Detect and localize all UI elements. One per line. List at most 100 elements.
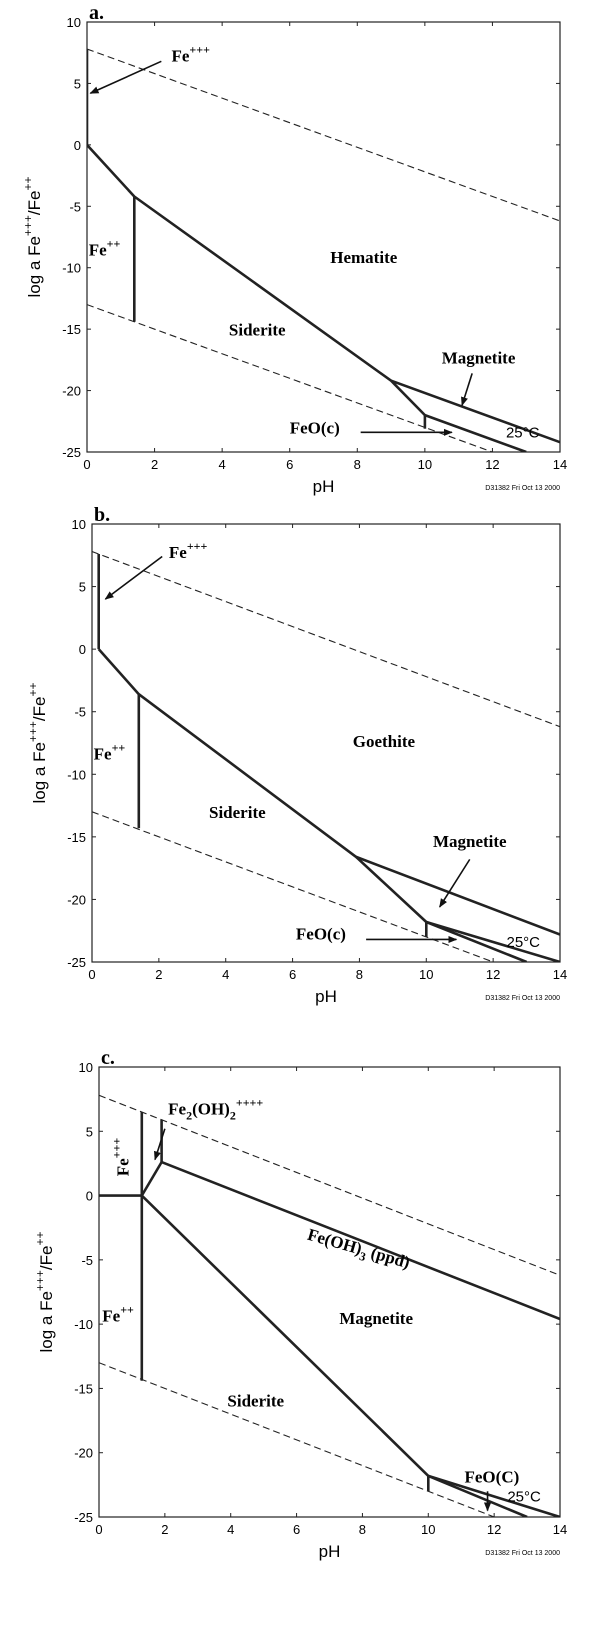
phase-boundary-line xyxy=(425,920,560,962)
x-tick-label: 10 xyxy=(421,1522,435,1537)
x-tick-label: 14 xyxy=(553,1522,567,1537)
y-tick-label: 5 xyxy=(74,76,81,91)
y-tick-label: 5 xyxy=(79,580,86,595)
x-tick-label: 8 xyxy=(359,1522,366,1537)
x-tick-label: 8 xyxy=(356,967,363,982)
x-tick-label: 8 xyxy=(354,457,361,472)
species-label: Fe++ xyxy=(89,236,121,259)
water-stability-line xyxy=(87,304,494,452)
y-tick-label: -25 xyxy=(74,1510,93,1525)
y-tick-label: -20 xyxy=(74,1446,93,1461)
x-axis-label: pH xyxy=(319,1542,341,1561)
x-tick-label: 6 xyxy=(293,1522,300,1537)
plot-footer: D31382 Fri Oct 13 2000 xyxy=(485,485,560,492)
panel-label: c. xyxy=(101,1047,115,1069)
x-tick-label: 4 xyxy=(222,967,229,982)
x-tick-label: 14 xyxy=(553,967,567,982)
label-arrow xyxy=(154,1128,166,1161)
x-tick-label: 0 xyxy=(95,1522,102,1537)
y-axis-label: log a Fe+++/Fe++ xyxy=(33,1231,56,1352)
y-tick-label: -15 xyxy=(67,830,86,845)
plot-frame xyxy=(86,21,561,453)
x-tick-label: 6 xyxy=(289,967,296,982)
species-label: Hematite xyxy=(330,248,397,267)
y-tick-label: 5 xyxy=(86,1124,93,1139)
y-tick-label: -10 xyxy=(67,767,86,782)
x-tick-label: 4 xyxy=(227,1522,234,1537)
phase-boundary-line xyxy=(161,1160,560,1321)
species-label: Siderite xyxy=(229,320,286,339)
species-label: Fe++ xyxy=(102,1303,134,1326)
y-tick-label: -25 xyxy=(67,955,86,970)
y-axis-label: log a Fe+++/Fe++ xyxy=(21,176,44,297)
y-tick-label: 0 xyxy=(79,642,86,657)
species-label: Fe+++ xyxy=(110,1138,133,1177)
species-label: Magnetite xyxy=(433,832,507,851)
x-tick-label: 12 xyxy=(485,457,499,472)
y-tick-label: 10 xyxy=(72,517,86,532)
y-tick-label: -15 xyxy=(62,322,81,337)
x-tick-label: 0 xyxy=(88,967,95,982)
plot-footer: D31382 Fri Oct 13 2000 xyxy=(485,995,560,1002)
panel-c: c. 0 2 4 6 8 10 12 14 10 5 0 -5 -10 -15 -20 -25 pH log a F… xyxy=(33,1047,567,1561)
panel-label: a. xyxy=(89,2,104,24)
species-label: Magnetite xyxy=(442,349,516,368)
x-tick-label: 12 xyxy=(487,1522,501,1537)
plot-frame xyxy=(91,523,561,963)
label-arrow xyxy=(438,858,471,908)
series-group xyxy=(99,1094,560,1517)
x-tick-label: 10 xyxy=(418,457,432,472)
y-tick-label: -10 xyxy=(62,261,81,276)
water-stability-line xyxy=(92,811,495,962)
phase-boundary-line xyxy=(140,1161,163,1197)
species-label: Magnetite xyxy=(339,1309,413,1328)
water-stability-line xyxy=(99,1094,560,1276)
x-tick-label: 0 xyxy=(83,457,90,472)
series-group xyxy=(87,48,560,452)
species-label: Fe(OH)3 (ppd) xyxy=(304,1225,412,1276)
y-tick-label: -5 xyxy=(81,1253,93,1268)
y-tick-label: -15 xyxy=(74,1381,93,1396)
y-tick-label: 0 xyxy=(74,138,81,153)
y-tick-label: -5 xyxy=(74,705,86,720)
plot-frame xyxy=(98,1066,561,1518)
x-axis-label: pH xyxy=(313,477,335,496)
species-label: Siderite xyxy=(227,1391,284,1410)
label-arrow xyxy=(104,555,163,600)
panel-label: b. xyxy=(94,504,110,526)
y-tick-label: -25 xyxy=(62,445,81,460)
x-tick-label: 14 xyxy=(553,457,567,472)
species-label: FeO(c) xyxy=(296,924,346,943)
phase-boundary-line xyxy=(427,1474,560,1517)
y-tick-label: 0 xyxy=(86,1189,93,1204)
y-tick-label: 10 xyxy=(79,1060,93,1075)
y-tick-label: 10 xyxy=(67,15,81,30)
species-label: Fe2(OH)2++++ xyxy=(168,1096,263,1123)
series-group xyxy=(92,550,560,962)
phase-boundary-line xyxy=(97,648,528,962)
species-label: Fe++ xyxy=(94,740,126,763)
x-tick-label: 2 xyxy=(155,967,162,982)
y-axis-label: log a Fe+++/Fe++ xyxy=(26,682,49,803)
species-label: Fe+++ xyxy=(171,42,210,65)
species-label: FeO(c) xyxy=(290,419,340,438)
x-tick-label: 4 xyxy=(219,457,226,472)
x-tick-label: 2 xyxy=(161,1522,168,1537)
x-tick-label: 10 xyxy=(419,967,433,982)
x-tick-label: 12 xyxy=(486,967,500,982)
species-label: Fe+++ xyxy=(169,539,208,562)
label-arrow xyxy=(461,373,473,407)
species-label: FeO(C) xyxy=(465,1467,520,1486)
y-tick-label: -20 xyxy=(62,384,81,399)
temperature-label: 25°C xyxy=(507,934,541,951)
species-label: Siderite xyxy=(209,803,266,822)
temperature-label: 25°C xyxy=(506,424,540,441)
phase-boundary-line xyxy=(390,379,560,444)
x-tick-label: 2 xyxy=(151,457,158,472)
temperature-label: 25°C xyxy=(507,1489,541,1506)
panel-a: a. 0 2 4 6 8 10 12 14 10 5 0 -5 -10 -15 -20 -25 pH log a F… xyxy=(21,2,567,496)
phase-boundary-line xyxy=(355,855,560,936)
x-tick-label: 6 xyxy=(286,457,293,472)
water-stability-line xyxy=(92,550,560,728)
